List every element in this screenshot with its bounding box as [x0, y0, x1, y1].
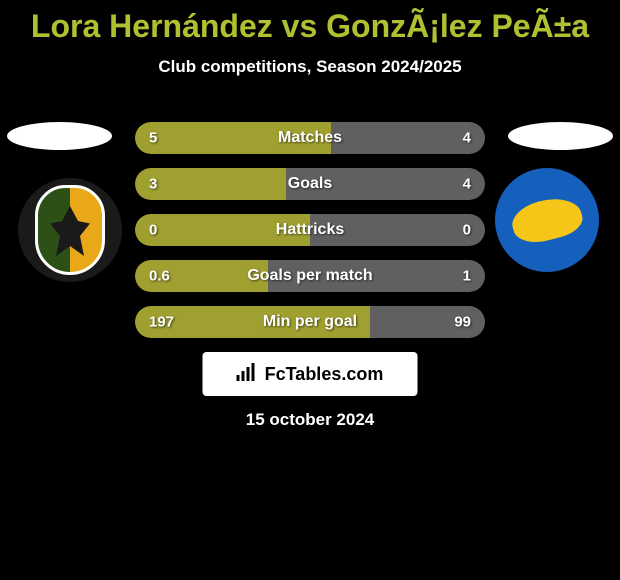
player-marker-right — [508, 122, 613, 150]
chart-icon — [237, 363, 259, 386]
stat-label: Matches — [278, 129, 342, 147]
footer-brand-logo[interactable]: FcTables.com — [203, 352, 418, 396]
stat-value-left: 3 — [149, 176, 157, 193]
stat-value-right: 1 — [463, 268, 471, 285]
stat-value-right: 4 — [463, 176, 471, 193]
stat-value-left: 0 — [149, 222, 157, 239]
stat-label: Goals per match — [247, 267, 372, 285]
stats-container: 5 Matches 4 3 Goals 4 0 Hattricks 0 0.6 … — [135, 122, 485, 352]
stat-label: Min per goal — [263, 313, 357, 331]
player-marker-left — [7, 122, 112, 150]
stat-row-goals: 3 Goals 4 — [135, 168, 485, 200]
dorados-badge-icon — [502, 175, 592, 265]
team-badge-right — [495, 168, 599, 272]
footer-brand-text: FcTables.com — [265, 364, 384, 385]
subtitle: Club competitions, Season 2024/2025 — [0, 57, 620, 77]
stat-value-left: 197 — [149, 314, 174, 331]
stat-label: Goals — [288, 175, 332, 193]
stat-row-min-per-goal: 197 Min per goal 99 — [135, 306, 485, 338]
venados-badge-icon — [35, 185, 105, 275]
team-badge-left — [18, 178, 122, 282]
stat-value-right: 99 — [454, 314, 471, 331]
stat-value-right: 4 — [463, 130, 471, 147]
stat-bar-left — [135, 168, 286, 200]
date-text: 15 october 2024 — [246, 410, 375, 430]
stat-value-left: 0.6 — [149, 268, 170, 285]
stat-label: Hattricks — [276, 221, 344, 239]
page-title: Lora Hernández vs GonzÃ¡lez PeÃ±a — [0, 0, 620, 45]
stat-row-goals-per-match: 0.6 Goals per match 1 — [135, 260, 485, 292]
stat-value-left: 5 — [149, 130, 157, 147]
stat-row-matches: 5 Matches 4 — [135, 122, 485, 154]
stat-row-hattricks: 0 Hattricks 0 — [135, 214, 485, 246]
stat-value-right: 0 — [463, 222, 471, 239]
